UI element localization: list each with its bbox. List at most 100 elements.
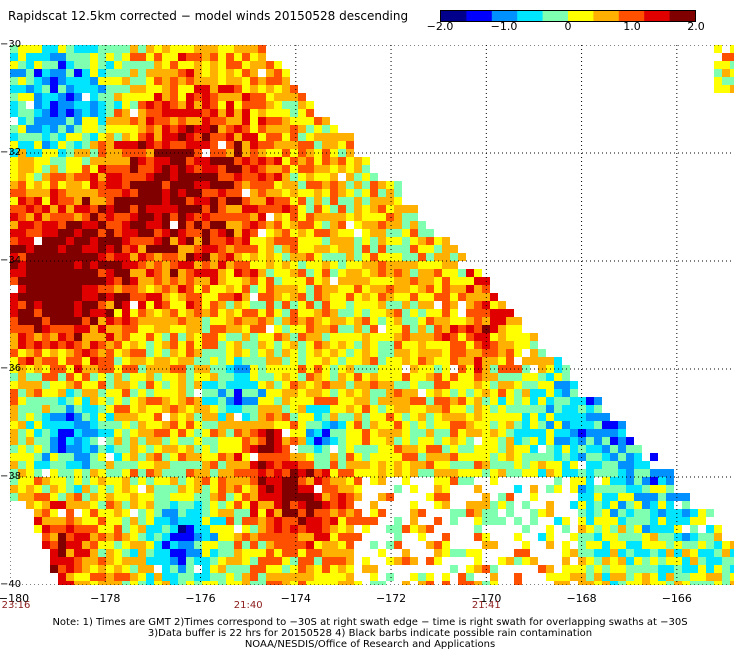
wind-difference-cell xyxy=(226,565,234,573)
color-scale-swatch xyxy=(441,11,467,21)
wind-difference-cell xyxy=(162,573,170,581)
wind-difference-cell xyxy=(378,253,386,261)
wind-difference-cell xyxy=(18,429,26,437)
wind-difference-cell xyxy=(42,373,50,381)
wind-difference-cell xyxy=(202,581,210,585)
wind-difference-cell xyxy=(346,405,354,413)
wind-difference-cell xyxy=(322,269,330,277)
wind-difference-cell xyxy=(162,445,170,453)
wind-difference-cell xyxy=(282,117,290,125)
wind-difference-cell xyxy=(178,429,186,437)
wind-difference-cell xyxy=(394,309,402,317)
wind-difference-cell xyxy=(98,245,106,253)
wind-difference-cell xyxy=(10,325,18,333)
wind-difference-cell xyxy=(42,101,50,109)
wind-difference-cell xyxy=(226,341,234,349)
wind-difference-cell xyxy=(162,221,170,229)
wind-difference-cell xyxy=(458,477,466,485)
wind-difference-cell xyxy=(354,157,362,165)
wind-difference-cell xyxy=(386,525,394,533)
wind-difference-cell xyxy=(178,381,186,389)
wind-difference-cell xyxy=(26,61,34,69)
wind-difference-cell xyxy=(338,181,346,189)
wind-difference-cell xyxy=(466,461,474,469)
wind-difference-cell xyxy=(322,573,330,581)
wind-difference-cell xyxy=(338,445,346,453)
wind-difference-cell xyxy=(386,381,394,389)
wind-difference-cell xyxy=(106,157,114,165)
wind-difference-cell xyxy=(586,429,594,437)
wind-difference-cell xyxy=(194,317,202,325)
wind-difference-cell xyxy=(10,221,18,229)
wind-difference-cell xyxy=(258,109,266,117)
wind-difference-cell xyxy=(242,413,250,421)
wind-difference-cell xyxy=(250,189,258,197)
wind-difference-cell xyxy=(418,333,426,341)
wind-difference-cell xyxy=(530,405,538,413)
wind-difference-cell xyxy=(58,469,66,477)
wind-difference-cell xyxy=(338,349,346,357)
wind-difference-cell xyxy=(458,453,466,461)
wind-difference-cell xyxy=(130,317,138,325)
wind-difference-cell xyxy=(386,437,394,445)
wind-difference-cell xyxy=(138,109,146,117)
wind-difference-cell xyxy=(90,261,98,269)
wind-difference-cell xyxy=(50,197,58,205)
wind-difference-cell xyxy=(186,501,194,509)
wind-difference-cell xyxy=(242,517,250,525)
wind-difference-cell xyxy=(98,557,106,565)
wind-difference-cell xyxy=(362,565,370,573)
wind-difference-cell xyxy=(18,245,26,253)
wind-difference-cell xyxy=(122,61,130,69)
wind-difference-cell xyxy=(210,109,218,117)
wind-difference-cell xyxy=(402,405,410,413)
wind-difference-cell xyxy=(242,557,250,565)
wind-difference-cell xyxy=(98,397,106,405)
wind-difference-cell xyxy=(498,333,506,341)
wind-difference-cell xyxy=(362,525,370,533)
wind-difference-cell xyxy=(466,397,474,405)
wind-difference-cell xyxy=(402,333,410,341)
wind-difference-cell xyxy=(202,557,210,565)
wind-difference-cell xyxy=(394,325,402,333)
wind-difference-cell xyxy=(298,285,306,293)
wind-difference-cell xyxy=(34,501,42,509)
wind-difference-cell xyxy=(218,469,226,477)
wind-difference-cell xyxy=(370,373,378,381)
wind-difference-cell xyxy=(442,277,450,285)
wind-difference-cell xyxy=(154,541,162,549)
wind-difference-cell xyxy=(442,421,450,429)
wind-difference-cell xyxy=(450,293,458,301)
wind-difference-cell xyxy=(106,349,114,357)
wind-difference-cell xyxy=(306,317,314,325)
wind-difference-cell xyxy=(634,493,642,501)
wind-difference-cell xyxy=(10,85,18,93)
wind-difference-cell xyxy=(98,133,106,141)
wind-difference-cell xyxy=(378,469,386,477)
wind-difference-cell xyxy=(314,141,322,149)
wind-difference-cell xyxy=(290,549,298,557)
wind-difference-cell xyxy=(58,269,66,277)
wind-difference-cell xyxy=(506,493,514,501)
wind-difference-cell xyxy=(394,437,402,445)
wind-difference-cell xyxy=(66,421,74,429)
wind-difference-cell xyxy=(474,373,482,381)
wind-difference-cell xyxy=(186,205,194,213)
wind-difference-cell xyxy=(562,437,570,445)
wind-difference-cell xyxy=(242,317,250,325)
wind-difference-cell xyxy=(290,309,298,317)
wind-difference-cell xyxy=(202,45,210,53)
wind-difference-cell xyxy=(250,261,258,269)
wind-difference-cell xyxy=(418,309,426,317)
wind-difference-cell xyxy=(322,461,330,469)
wind-difference-cell xyxy=(234,261,242,269)
wind-difference-cell xyxy=(234,405,242,413)
wind-difference-cell xyxy=(10,453,18,461)
wind-difference-cell xyxy=(186,357,194,365)
wind-difference-cell xyxy=(458,469,466,477)
wind-difference-cell xyxy=(106,69,114,77)
wind-difference-cell xyxy=(298,533,306,541)
wind-difference-cell xyxy=(322,165,330,173)
wind-difference-cell xyxy=(370,205,378,213)
wind-difference-cell xyxy=(306,573,314,581)
